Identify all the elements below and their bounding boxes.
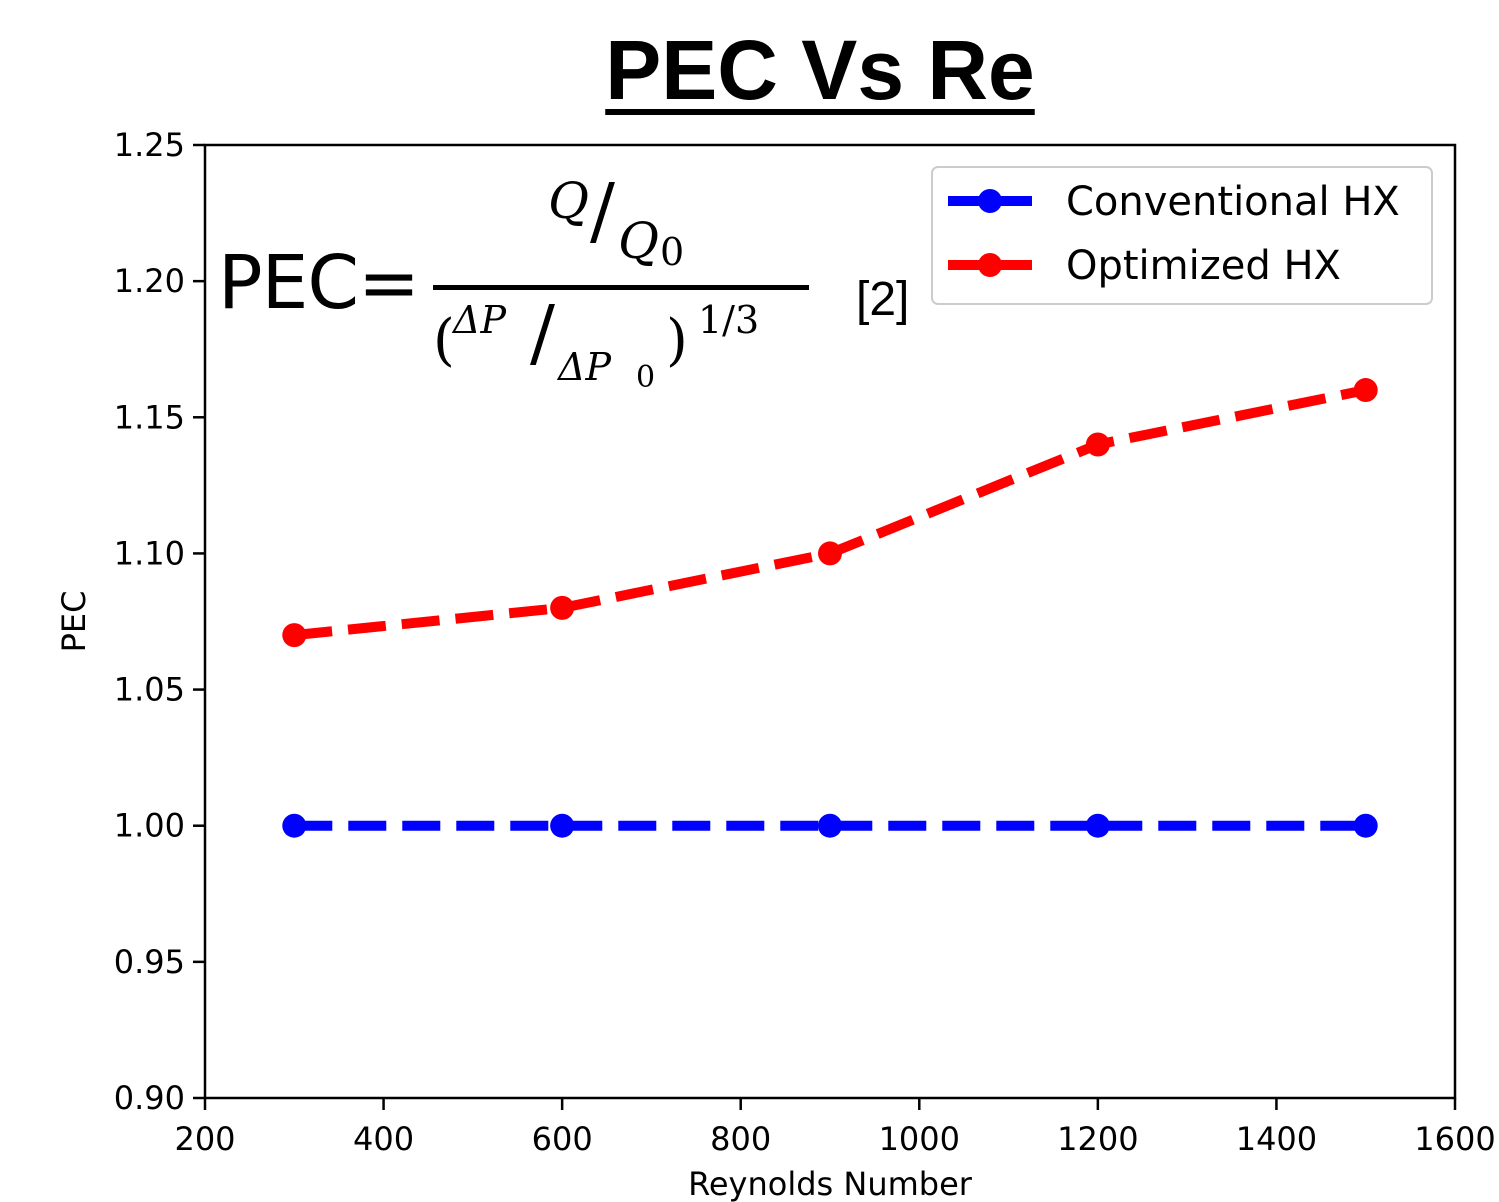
data-point [282, 623, 307, 648]
data-point [1353, 378, 1378, 403]
x-tick-label: 200 [174, 1120, 235, 1158]
y-tick-label: 1.15 [114, 398, 185, 436]
x-tick-label: 1600 [1414, 1120, 1495, 1158]
data-point [550, 595, 575, 620]
legend-label: Conventional HX [1066, 179, 1400, 225]
data-point [818, 541, 842, 566]
data-point [282, 813, 307, 838]
legend-marker [978, 189, 1002, 213]
formula-pec-label: PEC= [218, 240, 420, 326]
legend-label: Optimized HX [1066, 243, 1341, 289]
y-tick-label: 1.10 [114, 534, 185, 572]
data-point [1085, 432, 1110, 457]
formula-reference: [2] [856, 273, 910, 326]
formula-denominator-sub: 0 [636, 360, 656, 395]
formula-numerator-sub: 0 [660, 230, 685, 274]
data-point [1085, 813, 1110, 838]
y-tick-label: 1.05 [114, 671, 185, 709]
x-tick-label: 600 [532, 1120, 593, 1158]
formula-numerator-slash: / [590, 168, 615, 254]
y-tick-label: 1.20 [114, 262, 185, 300]
y-tick-label: 1.25 [114, 126, 185, 164]
formula-numerator-q: Q [548, 172, 589, 230]
chart-title: PEC Vs Re [605, 23, 1035, 117]
legend-marker [978, 253, 1002, 277]
formula-denominator-dp: ΔP [453, 298, 507, 342]
plot-area: 200 400 600 800 1000 1200 1400 1600 0.90 0.95 1.00… [55, 126, 1496, 1202]
y-tick-label: 0.95 [114, 943, 185, 981]
x-tick-label: 1400 [1236, 1120, 1317, 1158]
data-point [818, 813, 842, 838]
formula-numerator-q0: Q [618, 212, 659, 270]
pec-formula: PEC= Q / Q 0 ( ΔP / ΔP 0 ) 1/3 [2] [218, 160, 938, 410]
y-tick-label: 1.00 [114, 807, 185, 845]
formula-denominator-slash: / [530, 290, 555, 376]
x-tick-label: 1000 [879, 1120, 960, 1158]
x-tick-label: 1200 [1057, 1120, 1138, 1158]
data-point [1353, 813, 1378, 838]
formula-denominator-dp0: ΔP [558, 345, 612, 389]
y-axis-label: PEC [55, 591, 93, 653]
plot-frame [203, 143, 1457, 1100]
data-point [550, 813, 575, 838]
formula-exponent: 1/3 [698, 298, 760, 342]
formula-fraction-line [433, 285, 809, 290]
series-line-1 [293, 385, 1367, 641]
legend-box [931, 166, 1433, 305]
x-axis-label: Reynolds Number [688, 1165, 973, 1202]
y-tick-label: 0.90 [114, 1079, 185, 1117]
formula-close-paren: ) [666, 308, 688, 373]
x-tick-label: 400 [353, 1120, 414, 1158]
formula-open-paren: ( [433, 308, 455, 373]
x-tick-label: 800 [710, 1120, 771, 1158]
